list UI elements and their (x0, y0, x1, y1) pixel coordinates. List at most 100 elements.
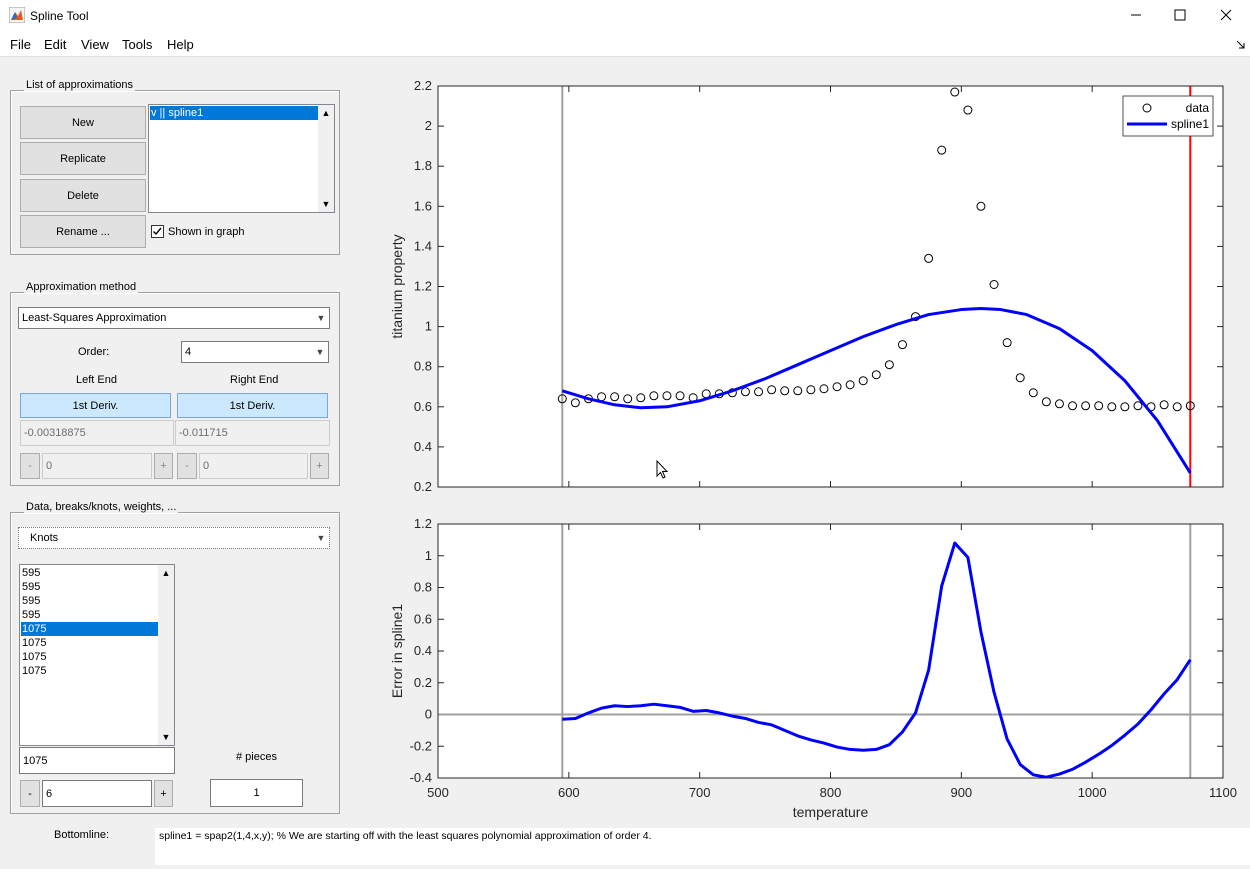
data-point (911, 312, 921, 322)
scrollbar[interactable]: ▲ ▼ (318, 105, 334, 212)
title-bar (0, 0, 1250, 30)
x-tick-label: 1100 (1209, 785, 1237, 800)
left-step-field: 0 (42, 453, 152, 479)
menu-bar (0, 30, 1250, 57)
scrollbar[interactable]: ▲ ▼ (158, 565, 174, 745)
checkbox[interactable] (151, 225, 164, 238)
view-dropdown[interactable]: Knots ▼ (18, 527, 330, 549)
data-point (858, 376, 868, 386)
menu-item[interactable]: View (81, 37, 109, 52)
left-condition-button[interactable]: 1st Deriv. (20, 393, 171, 418)
order-dropdown[interactable]: 4 ▼ (181, 341, 329, 363)
method-dropdown[interactable]: Least-Squares Approximation ▼ (18, 307, 330, 329)
menu-item[interactable]: File (10, 37, 31, 52)
plus-button: + (154, 453, 173, 479)
data-point (1015, 373, 1025, 383)
data-point (806, 385, 816, 395)
legend-label: data (1186, 101, 1210, 115)
knot-field[interactable]: 1075 (19, 747, 175, 774)
list-item[interactable]: 1075 (22, 665, 47, 677)
y-tick-label: 1.6 (414, 198, 432, 213)
window-controls[interactable] (1120, 0, 1250, 30)
x-tick-label: 1000 (1078, 785, 1107, 800)
data-point (793, 386, 803, 396)
y-tick-label: 2 (425, 118, 432, 133)
dropdown-value: Least-Squares Approximation (22, 312, 167, 324)
right-end-label: Right End (230, 374, 279, 386)
pieces-field[interactable]: 1 (210, 779, 303, 807)
pieces-label: # pieces (236, 751, 277, 763)
approximation-list[interactable]: ▲ ▼ v || spline1 (148, 104, 335, 213)
menu-item[interactable]: Help (167, 37, 194, 52)
x-tick-label: 500 (427, 785, 449, 800)
list-item[interactable]: 595 (22, 567, 41, 579)
list-item[interactable]: 595 (22, 581, 41, 593)
dock-arrow[interactable] (1236, 40, 1246, 50)
axes-frame (437, 85, 1224, 488)
data-point (1094, 401, 1104, 411)
step-field[interactable]: 6 (42, 780, 152, 807)
bottomline-field: spline1 = spap2(1,4,x,y); % We are start… (155, 828, 1250, 865)
y-tick-label: 0 (425, 707, 432, 722)
left-value-field: -0.00318875 (20, 420, 174, 446)
data-point (897, 340, 907, 350)
panel-title: List of approximations (24, 79, 135, 91)
list-item[interactable]: 1075 (22, 637, 47, 649)
knot-list[interactable]: ▲ ▼ 595 595 595 595 1075 1075 1075 1075 (19, 564, 175, 746)
minus-button[interactable]: - (20, 780, 40, 807)
data-point (701, 389, 711, 399)
data-point (1068, 401, 1078, 411)
list-item[interactable]: 1075 (22, 651, 47, 663)
delete-button[interactable]: Delete (20, 179, 146, 212)
legend-label: spline1 (1171, 117, 1209, 131)
data-point (937, 145, 947, 155)
y-tick-label: 1 (425, 548, 432, 563)
list-item[interactable]: 1075 (21, 622, 158, 636)
axes-background (438, 524, 1223, 778)
checkbox-label: Shown in graph (168, 226, 245, 238)
data-point (727, 388, 737, 398)
x-tick-label: 700 (689, 785, 711, 800)
y-tick-label: 0.6 (414, 611, 432, 626)
method-panel (10, 292, 340, 486)
right-value-field: -0.011715 (175, 420, 330, 446)
dropdown-value: Knots (30, 532, 59, 544)
legend-marker (1142, 103, 1152, 113)
y-tick-label: 1.4 (414, 238, 432, 253)
data-point (570, 398, 580, 408)
y-tick-label: 0.4 (414, 643, 432, 658)
minus-button: - (177, 453, 197, 479)
mouse-cursor (656, 460, 669, 479)
list-item[interactable]: 595 (22, 595, 41, 607)
right-step-field: 0 (199, 453, 308, 479)
curve (562, 541, 1192, 778)
y-tick-label: 0.8 (414, 359, 432, 374)
list-item[interactable]: v || spline1 (150, 106, 318, 120)
y-axis-label: titanium property (389, 234, 405, 338)
menu-item[interactable]: Edit (44, 37, 67, 52)
data-point (610, 392, 620, 402)
replicate-button[interactable]: Replicate (20, 142, 146, 175)
data-point (1041, 397, 1051, 407)
y-tick-label: 0.2 (414, 479, 432, 494)
data-point (963, 105, 973, 115)
data-point (1002, 338, 1012, 348)
plot-area (438, 524, 1223, 778)
rename-button[interactable]: Rename ... (20, 215, 146, 248)
menu-item[interactable]: Tools (122, 37, 153, 52)
data-point (1120, 402, 1130, 412)
right-condition-button[interactable]: 1st Deriv. (177, 393, 328, 418)
plus-button[interactable]: + (154, 780, 173, 807)
order-label: Order: (78, 346, 110, 358)
x-axis-label: temperature (793, 804, 869, 820)
data-point (989, 279, 999, 289)
data-point (1028, 388, 1038, 398)
data-point (871, 370, 881, 380)
y-tick-label: 0.2 (414, 675, 432, 690)
list-item[interactable]: 595 (22, 609, 41, 621)
new-button[interactable]: New (20, 106, 146, 139)
data-point (950, 87, 960, 97)
y-tick-label: -0.2 (410, 738, 432, 753)
data-point (740, 387, 750, 397)
data-point (1159, 400, 1169, 410)
